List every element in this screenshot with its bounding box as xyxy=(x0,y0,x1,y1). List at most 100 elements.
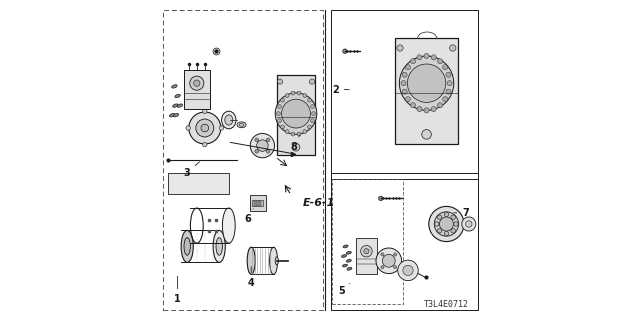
Ellipse shape xyxy=(269,247,278,275)
Circle shape xyxy=(364,249,369,254)
Ellipse shape xyxy=(213,230,225,262)
Text: 5: 5 xyxy=(338,284,350,296)
Circle shape xyxy=(381,266,384,269)
Circle shape xyxy=(439,217,453,231)
Circle shape xyxy=(285,130,289,133)
Circle shape xyxy=(378,196,383,201)
Circle shape xyxy=(401,81,406,86)
Ellipse shape xyxy=(346,260,351,262)
Circle shape xyxy=(405,65,410,70)
Ellipse shape xyxy=(343,245,348,248)
Bar xyxy=(332,10,479,179)
Circle shape xyxy=(196,119,214,137)
Circle shape xyxy=(186,126,191,130)
Circle shape xyxy=(454,222,458,226)
Circle shape xyxy=(410,103,415,108)
Text: 8: 8 xyxy=(291,135,300,152)
Circle shape xyxy=(285,94,289,98)
Circle shape xyxy=(399,56,454,110)
Ellipse shape xyxy=(347,268,352,270)
Circle shape xyxy=(394,266,397,269)
Text: 3: 3 xyxy=(184,162,200,178)
Circle shape xyxy=(312,112,316,116)
Circle shape xyxy=(310,119,314,123)
Bar xyxy=(332,179,403,304)
Circle shape xyxy=(449,45,456,51)
Ellipse shape xyxy=(225,115,233,125)
Bar xyxy=(184,70,210,109)
Circle shape xyxy=(402,89,407,94)
Circle shape xyxy=(278,105,282,108)
Circle shape xyxy=(278,119,282,123)
Ellipse shape xyxy=(239,124,244,126)
Circle shape xyxy=(417,55,422,60)
Circle shape xyxy=(343,49,347,53)
Circle shape xyxy=(257,140,268,151)
Text: 7: 7 xyxy=(454,208,469,218)
Ellipse shape xyxy=(346,252,351,254)
Circle shape xyxy=(303,130,307,133)
Circle shape xyxy=(255,149,259,153)
Circle shape xyxy=(278,79,283,84)
Ellipse shape xyxy=(223,208,236,243)
Circle shape xyxy=(444,212,449,217)
Circle shape xyxy=(275,93,317,134)
Circle shape xyxy=(219,126,224,130)
Circle shape xyxy=(424,53,429,59)
Bar xyxy=(356,238,376,274)
Circle shape xyxy=(280,125,284,129)
Ellipse shape xyxy=(247,247,255,275)
Bar xyxy=(332,173,479,310)
Bar xyxy=(259,201,262,203)
Bar xyxy=(277,75,315,155)
Circle shape xyxy=(446,72,451,77)
Ellipse shape xyxy=(237,122,246,128)
Circle shape xyxy=(417,107,422,112)
Text: 2: 2 xyxy=(332,84,349,95)
Circle shape xyxy=(308,125,312,129)
Circle shape xyxy=(383,254,395,267)
Circle shape xyxy=(446,89,451,94)
Bar xyxy=(396,38,458,144)
Circle shape xyxy=(376,248,402,274)
Circle shape xyxy=(466,221,472,227)
Ellipse shape xyxy=(175,94,180,98)
Circle shape xyxy=(394,253,397,256)
Circle shape xyxy=(189,112,221,144)
Circle shape xyxy=(444,231,449,236)
Circle shape xyxy=(303,94,307,98)
Circle shape xyxy=(292,143,300,151)
Text: T3L4E0712: T3L4E0712 xyxy=(424,300,469,309)
Circle shape xyxy=(282,99,310,128)
Circle shape xyxy=(266,138,270,142)
Ellipse shape xyxy=(221,111,236,129)
Circle shape xyxy=(451,228,456,233)
Circle shape xyxy=(437,228,442,233)
Circle shape xyxy=(297,91,301,95)
Circle shape xyxy=(297,132,301,136)
Circle shape xyxy=(291,91,295,95)
Circle shape xyxy=(280,98,284,102)
Circle shape xyxy=(402,72,407,77)
Ellipse shape xyxy=(173,114,179,117)
Ellipse shape xyxy=(216,237,223,255)
Circle shape xyxy=(381,253,384,256)
Circle shape xyxy=(422,130,431,139)
Circle shape xyxy=(408,64,445,102)
Circle shape xyxy=(437,215,442,220)
Bar xyxy=(253,204,257,206)
Circle shape xyxy=(189,76,204,90)
Bar xyxy=(250,195,266,211)
Circle shape xyxy=(276,112,280,116)
Circle shape xyxy=(266,149,270,153)
Ellipse shape xyxy=(342,264,348,267)
Circle shape xyxy=(202,109,207,114)
Circle shape xyxy=(451,215,456,220)
Circle shape xyxy=(255,138,259,142)
Circle shape xyxy=(429,206,464,242)
Bar xyxy=(163,10,323,310)
Circle shape xyxy=(447,81,452,86)
Circle shape xyxy=(310,79,315,84)
Ellipse shape xyxy=(170,114,175,117)
Polygon shape xyxy=(168,173,229,194)
